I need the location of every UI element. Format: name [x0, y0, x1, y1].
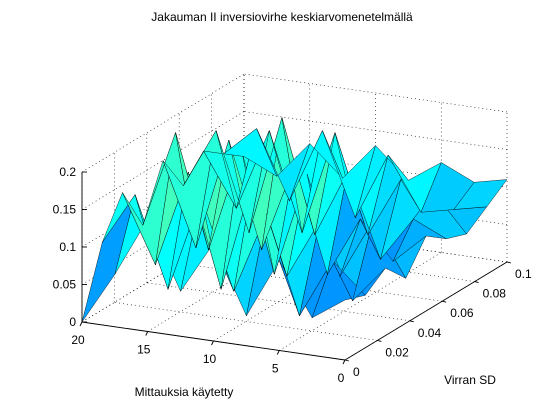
chart-title: Jakauman II inversiovirhe keskiarvomenet… [151, 10, 413, 24]
x-tick [409, 320, 414, 323]
gridline [243, 111, 508, 150]
z-tick-label: 0.15 [53, 203, 77, 217]
y-axis-label: Mittauksia käytetty [135, 385, 234, 399]
y-tick-label: 15 [137, 343, 151, 357]
x-tick [344, 359, 350, 362]
z-tick-label: 0.1 [59, 240, 76, 254]
y-tick [211, 340, 214, 346]
x-tick-label: 0.06 [450, 306, 474, 320]
surface-facet [81, 194, 136, 323]
x-tick-label: 0.04 [418, 326, 442, 340]
y-tick-label: 0 [338, 371, 345, 385]
z-tick-label: 0.2 [59, 165, 76, 179]
x-tick-label: 0.08 [483, 287, 507, 301]
y-tick-label: 20 [71, 333, 85, 347]
y-tick [276, 350, 280, 355]
gridline [146, 282, 410, 322]
x-tick [377, 339, 382, 342]
y-tick [79, 321, 83, 327]
x-tick-label: 0 [353, 365, 360, 379]
x-axis-label: Virran SD [444, 373, 496, 387]
y-tick [342, 359, 346, 365]
gridline [114, 302, 378, 341]
y-tick-label: 10 [203, 352, 217, 366]
surface-facet [453, 179, 508, 210]
surface-mesh [81, 117, 508, 323]
gridline [243, 73, 508, 113]
axis-line-x [344, 261, 508, 361]
x-tick [442, 300, 447, 303]
z-tick-label: 0.05 [53, 278, 77, 292]
x-tick [506, 261, 512, 264]
x-tick [474, 281, 479, 284]
axis-ticks: 0 0.02 0.04 0.06 0.08 0.1 0 5 10 15 20 0 0.05 0.1 0.15… [53, 165, 532, 385]
y-tick-label: 5 [272, 362, 279, 376]
y-tick [145, 331, 149, 336]
x-tick-label: 0.1 [515, 267, 532, 281]
x-tick-label: 0.02 [385, 345, 409, 359]
z-tick-label: 0 [69, 315, 76, 329]
